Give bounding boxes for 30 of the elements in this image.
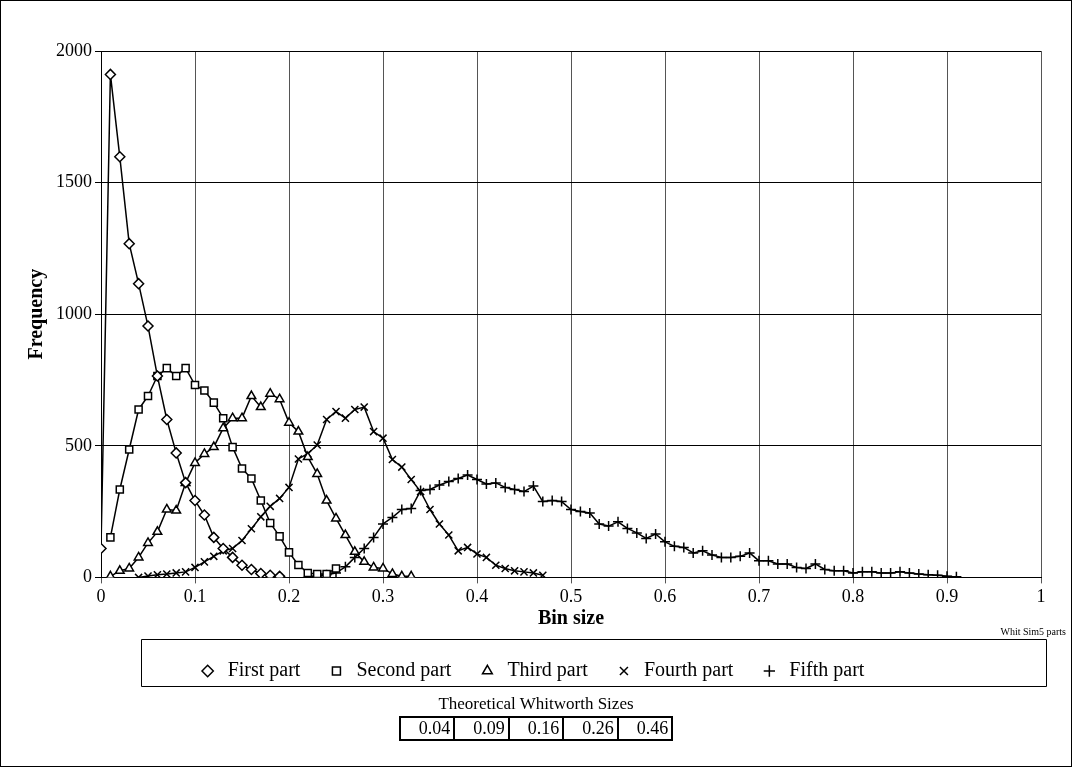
x-axis-title: Bin size <box>537 606 605 629</box>
x-tick-label: 0.3 <box>371 585 395 606</box>
legend-label: Third part <box>507 658 589 682</box>
text: Theoretical Whitworth Sizes <box>437 694 635 714</box>
text: 0.46 <box>617 717 673 740</box>
legend-label: Fifth part <box>789 658 865 682</box>
x-tick-label: 0.2 <box>277 585 301 606</box>
y-axis-title: Frequency <box>24 268 48 360</box>
x-tick-label: 0.6 <box>653 585 677 606</box>
text: Whit Sim5 parts <box>1000 626 1067 638</box>
y-tick-label: 2000 <box>56 39 92 60</box>
x-tick-label: 1 <box>1036 585 1046 606</box>
x-tick-label: 0.8 <box>841 585 865 606</box>
x-tick-label: 0.5 <box>559 585 583 606</box>
legend-label: First part <box>227 658 301 682</box>
x-tick-label: 0 <box>96 585 106 606</box>
x-tick-label: 0.4 <box>465 585 489 606</box>
x-tick-label: 0.7 <box>747 585 771 606</box>
text: 0.26 <box>563 717 618 740</box>
legend-label: Fourth part <box>643 658 734 682</box>
x-tick-label: 0.1 <box>183 585 207 606</box>
legend-label: Second part <box>356 658 452 682</box>
y-tick-label: 0 <box>83 566 92 587</box>
text: 0.09 <box>454 717 509 740</box>
y-tick-label: 1500 <box>56 171 92 192</box>
text: 0.16 <box>508 717 564 740</box>
y-tick-label: 1000 <box>56 302 92 323</box>
x-tick-label: 0.9 <box>935 585 959 606</box>
text: 0.04 <box>399 717 455 740</box>
y-tick-label: 500 <box>65 434 92 455</box>
